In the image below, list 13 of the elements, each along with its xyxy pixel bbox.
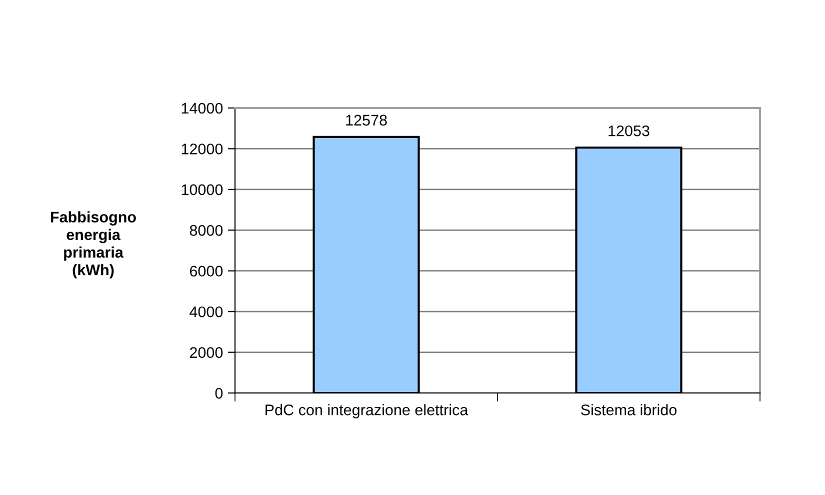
y-tick-label: 2000	[190, 347, 223, 358]
y-tick-label: 4000	[190, 306, 223, 318]
y-tick-label: 12000	[182, 144, 223, 154]
x-tick-label: PdC con integrazione elettrica	[266, 404, 468, 418]
x-tick-label: Sistema ibrido	[581, 404, 677, 416]
y-tick-label: 10000	[182, 184, 223, 196]
y-tick-label: 6000	[190, 266, 223, 277]
data-label: 12053	[608, 125, 650, 136]
data-label: 12578	[346, 114, 387, 126]
y-axis-title: Fabbisogno energia primaria (kWh)	[50, 211, 136, 278]
y-tick-label: 8000	[190, 225, 223, 236]
y-tick-label: 0	[215, 388, 223, 399]
y-tick-label: 14000	[182, 102, 223, 114]
